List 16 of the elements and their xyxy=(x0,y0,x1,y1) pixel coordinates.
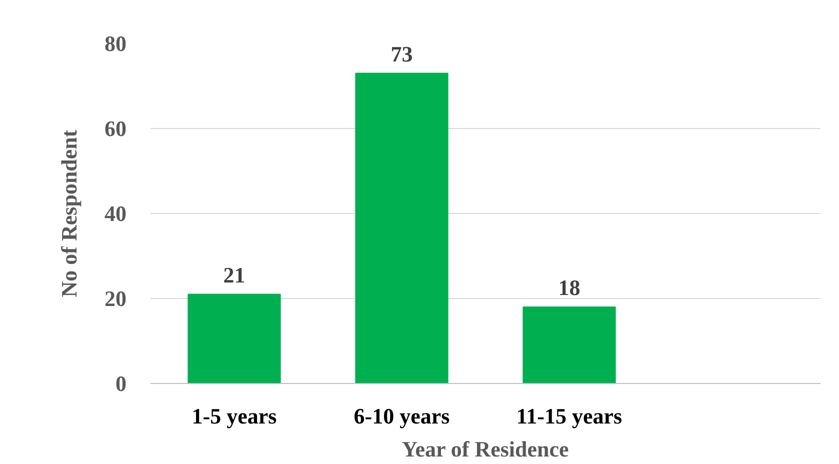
bar xyxy=(522,306,616,384)
x-tick-label: 1-5 years xyxy=(192,404,278,428)
data-label: 73 xyxy=(390,41,413,66)
y-tick-label: 0 xyxy=(116,371,126,396)
x-tick-label: 6-10 years xyxy=(354,404,450,428)
bar xyxy=(188,294,281,384)
y-tick-label: 80 xyxy=(104,31,126,56)
x-axis-title: Year of Residence xyxy=(402,436,570,462)
y-tick-label: 60 xyxy=(104,116,126,141)
x-tick-label: 11-15 years xyxy=(516,404,623,428)
y-axis-title: No of Respondent xyxy=(56,129,82,298)
y-tick-label: 40 xyxy=(104,201,126,226)
data-label: 21 xyxy=(223,262,246,288)
data-label: 18 xyxy=(558,275,580,300)
y-tick-label: 20 xyxy=(104,286,126,311)
bar xyxy=(355,72,448,384)
